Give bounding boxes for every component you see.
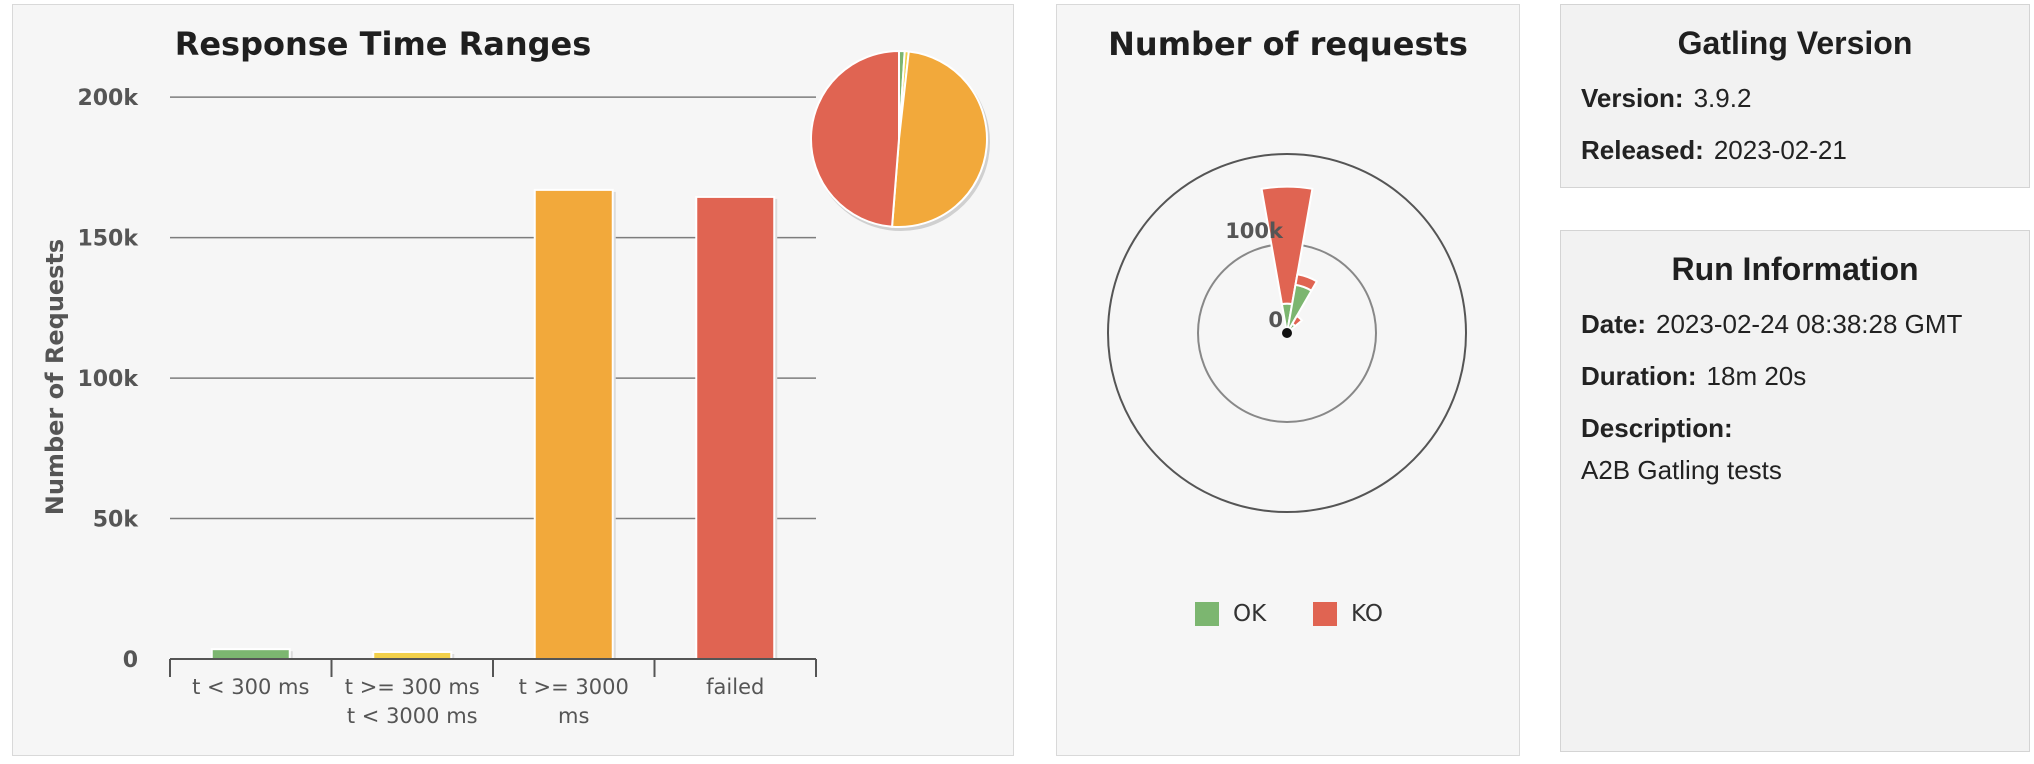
outer-ring [1107, 153, 1467, 513]
version-label: Version: [1581, 83, 1684, 113]
chart-title: Response Time Ranges [175, 25, 592, 63]
legend-ok-label: OK [1233, 601, 1267, 627]
bar[interactable] [533, 188, 614, 661]
pie-slice[interactable] [890, 50, 989, 228]
gatling-version-title: Gatling Version [1677, 25, 1913, 61]
x-tick-label: t >= 300 ms [345, 675, 480, 699]
pie-slice[interactable] [809, 49, 900, 228]
duration-value: 18m 20s [1706, 361, 1807, 391]
chart-title: Number of requests [1108, 25, 1468, 63]
version-value: 3.9.2 [1693, 83, 1752, 113]
legend-ok[interactable]: OK [1195, 601, 1266, 627]
legend-ko-label: KO [1351, 601, 1383, 627]
date-label: Date: [1581, 309, 1647, 339]
run-information-card: Run Information Date: 2023-02-24 08:38:28… [1560, 230, 2030, 752]
bar[interactable] [210, 648, 291, 660]
wedge-ko[interactable] [1260, 185, 1314, 306]
description-value: A2B Gatling tests [1581, 455, 1782, 485]
bars [210, 188, 778, 661]
x-tick-label: ms [558, 704, 589, 728]
x-axis [169, 658, 817, 677]
requests-chart: Number of requests 0 100k [1107, 25, 1468, 513]
radial-tick-0: 0 [1268, 308, 1283, 332]
x-tick-label: t < 3000 ms [347, 704, 478, 728]
bar[interactable] [372, 650, 453, 661]
run-information-title: Run Information [1671, 251, 1919, 287]
y-tick-label: 150k [77, 227, 139, 252]
x-tick-label: failed [706, 675, 764, 699]
date-value: 2023-02-24 08:38:28 GMT [1656, 309, 1963, 339]
requests-panel: Number of requests 0 100k OK KO [1056, 4, 1520, 756]
y-axis-label: Number of Requests [41, 239, 69, 515]
y-tick-label: 100k [77, 367, 139, 392]
radial-tick-100k: 100k [1225, 219, 1284, 243]
date-row: Date: 2023-02-24 08:38:28 GMT [1581, 309, 1962, 340]
x-tick-label: t < 300 ms [192, 675, 309, 699]
description-row: Description: [1581, 413, 1743, 444]
y-tick-label: 0 [123, 648, 138, 673]
y-tick-labels: 0 50k 100k 150k 200k [77, 86, 139, 673]
description-label: Description: [1581, 413, 1733, 443]
gatling-version-card: Gatling Version Version: 3.9.2 Released: 2… [1560, 4, 2030, 188]
x-tick-label: t >= 3000 [519, 675, 629, 699]
y-tick-label: 50k [93, 508, 140, 533]
polar-wedges [1260, 185, 1319, 334]
released-value: 2023-02-21 [1713, 135, 1847, 165]
duration-row: Duration: 18m 20s [1581, 361, 1806, 392]
duration-label: Duration: [1581, 361, 1697, 391]
legend-ko[interactable]: KO [1313, 601, 1383, 627]
response-time-chart: Response Time Ranges Number of Requests … [41, 25, 990, 728]
response-time-panel: Response Time Ranges Number of Requests … [12, 4, 1014, 756]
wedge-ko[interactable] [1294, 273, 1319, 292]
x-tick-labels: t < 300 ms t >= 300 ms t < 3000 ms t >= 300… [192, 675, 764, 728]
bar[interactable] [695, 195, 776, 660]
y-tick-label: 200k [77, 86, 139, 111]
released-label: Released: [1581, 135, 1704, 165]
released-row: Released: 2023-02-21 [1581, 135, 1847, 166]
legend-ok-swatch [1195, 602, 1219, 626]
version-row: Version: 3.9.2 [1581, 83, 1751, 114]
center-dot [1282, 328, 1292, 338]
inset-pie [809, 49, 990, 231]
legend-ko-swatch [1313, 602, 1337, 626]
wedge-ko[interactable] [1290, 314, 1304, 328]
